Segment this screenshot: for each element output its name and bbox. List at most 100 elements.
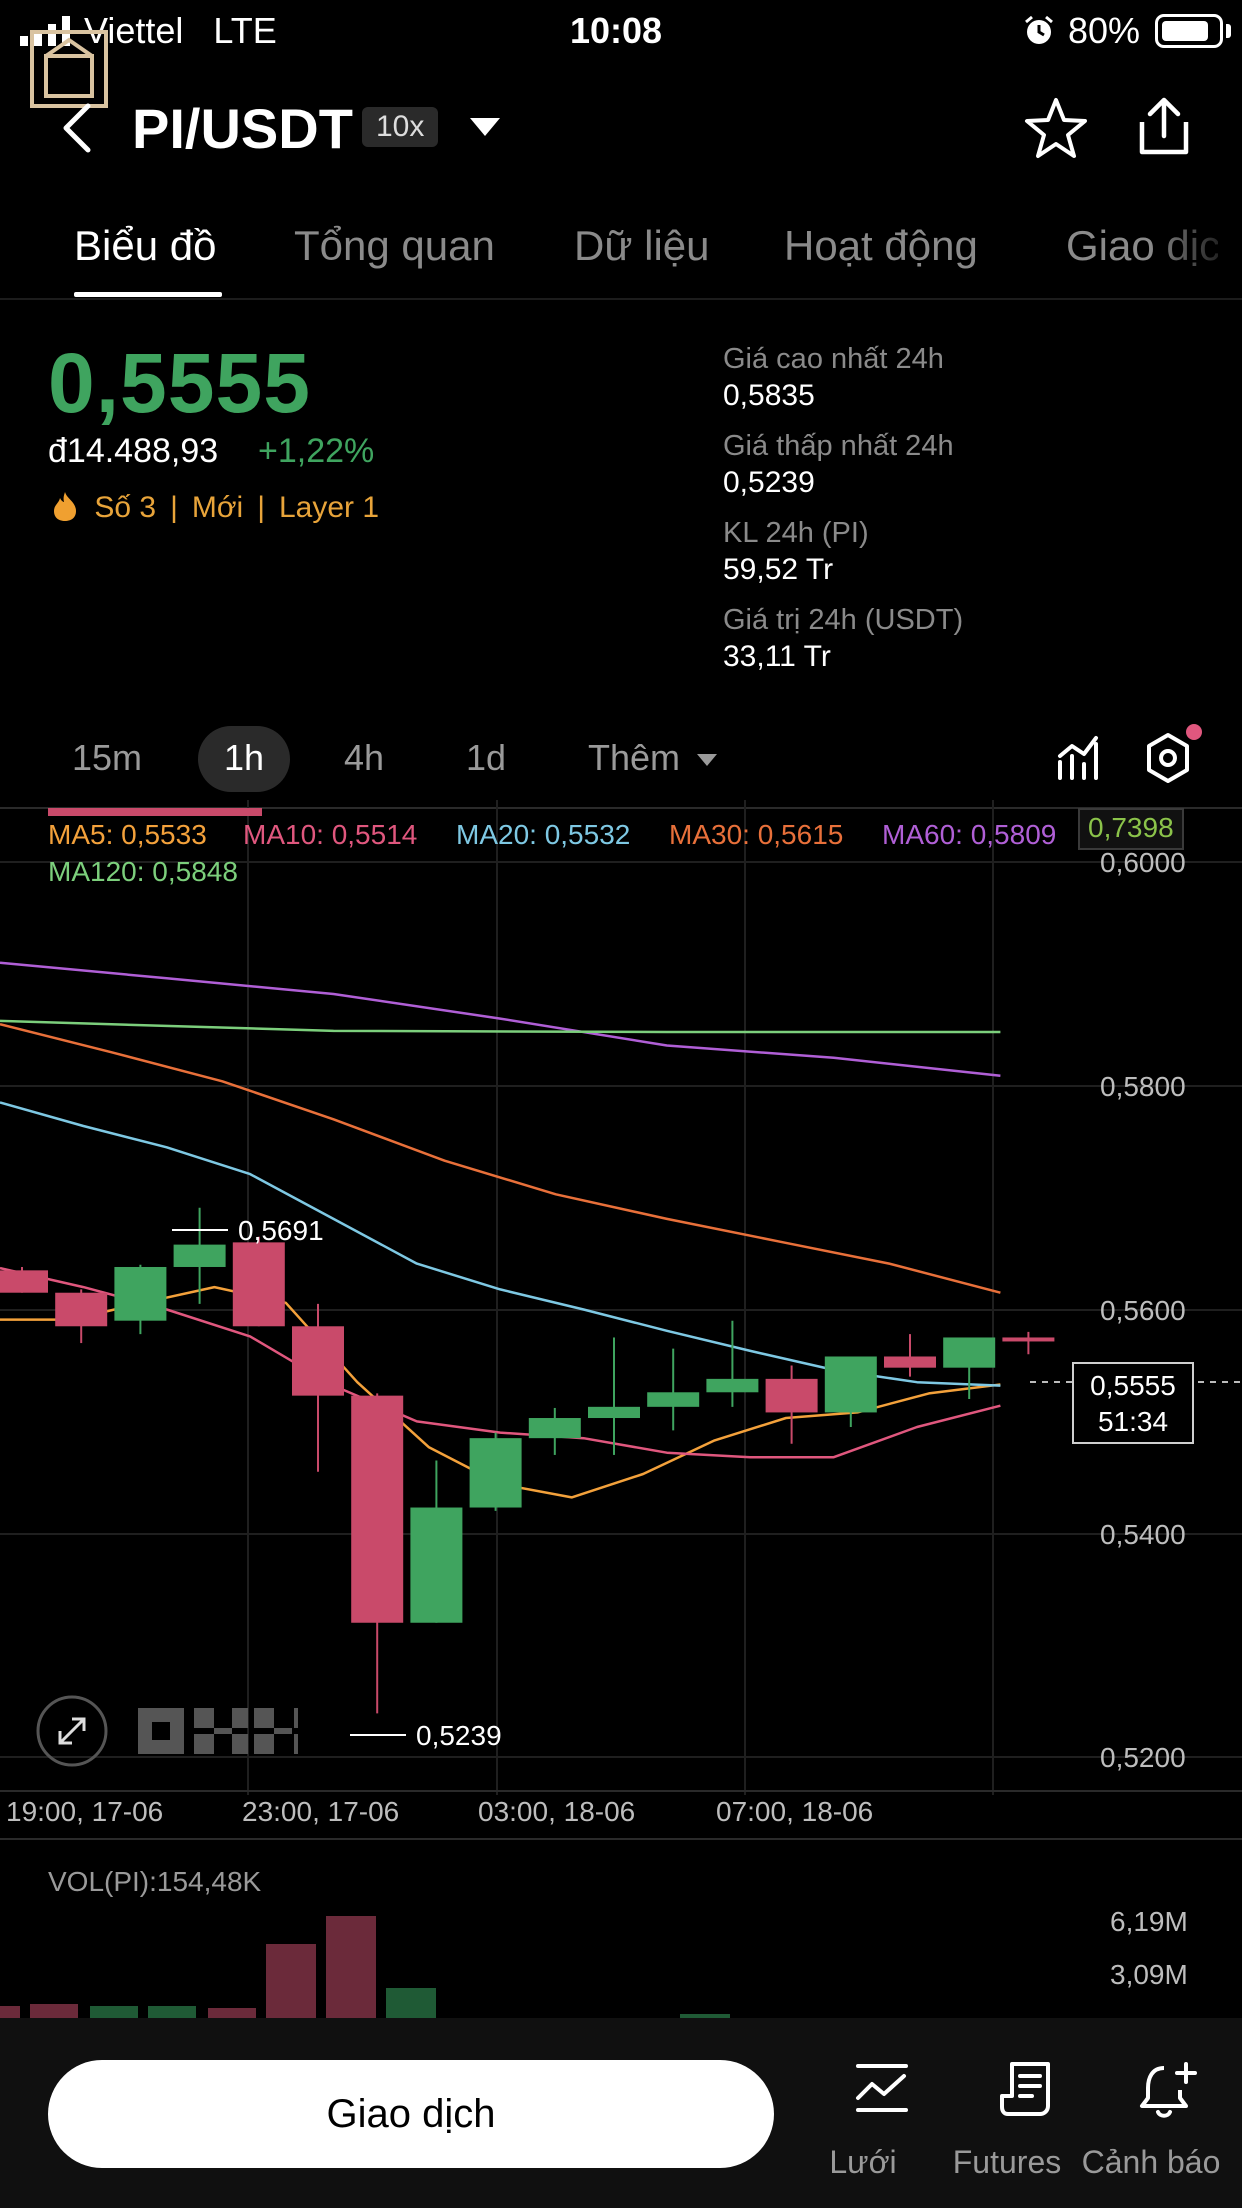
tab-chart[interactable]: Biểu đồ <box>74 222 217 269</box>
candle-body <box>173 1244 226 1267</box>
candles <box>0 1207 1055 1714</box>
stat-low-label: Giá thấp nhất 24h <box>723 430 954 462</box>
share-icon[interactable] <box>1134 94 1194 158</box>
tab-data[interactable]: Dữ liệu <box>574 222 710 269</box>
expand-icon[interactable] <box>36 1695 108 1767</box>
okx-watermark <box>138 1708 298 1754</box>
price-change: +1,22% <box>258 432 375 470</box>
y-tick: 0,5200 <box>1100 1742 1186 1773</box>
stat-vol-label: KL 24h (PI) <box>723 517 869 549</box>
legend-ma120: MA120: 0,5848 <box>48 856 238 887</box>
tag-layer[interactable]: Layer 1 <box>278 491 380 524</box>
stat-value-value: 33,11 Tr <box>723 640 831 673</box>
futures-button[interactable]: Futures <box>942 2060 1072 2180</box>
ma60-line <box>0 961 1001 1077</box>
stat-value-label: Giá trị 24h (USDT) <box>723 604 964 636</box>
tag-row: Số 3 | Mới | Layer 1 <box>52 490 379 525</box>
y-tick: 0,5800 <box>1100 1071 1186 1102</box>
stat-low-value: 0,5239 <box>723 466 815 499</box>
caret-down-icon <box>697 754 718 766</box>
clock: 10:08 <box>570 10 663 51</box>
volume-tick: 3,09M <box>1110 1959 1188 1990</box>
stat-high-value: 0,5835 <box>723 379 815 412</box>
timeframe-1h[interactable]: 1h <box>224 737 265 778</box>
x-tick: 23:00, 17-06 <box>242 1796 400 1827</box>
candle-body <box>0 1270 48 1293</box>
candle-body <box>410 1507 463 1623</box>
y-tick: 0,6000 <box>1100 847 1186 878</box>
dropdown-caret-icon[interactable] <box>468 116 502 138</box>
stat-high-label: Giá cao nhất 24h <box>723 343 944 375</box>
x-tick: 19:00, 17-06 <box>6 1796 164 1827</box>
candle-body <box>114 1266 167 1321</box>
tab-activity[interactable]: Hoạt động <box>784 222 978 269</box>
y-tick: 0,5600 <box>1100 1295 1186 1326</box>
ma10-line <box>0 1266 1001 1459</box>
legend-ma5: MA5: 0,5533 <box>48 819 207 850</box>
x-tick: 03:00, 18-06 <box>478 1796 636 1827</box>
volume-bars <box>0 1916 730 2018</box>
last-price: 0,5555 <box>48 336 311 430</box>
indicator-icon[interactable] <box>1056 734 1100 780</box>
current-price-tag: 0,5555 51:34 <box>1072 1362 1194 1444</box>
alert-button[interactable]: Cảnh báo <box>1082 2060 1220 2180</box>
chart-grid <box>0 800 1242 1795</box>
notification-dot <box>1186 724 1202 740</box>
battery-icon <box>1155 14 1223 48</box>
ma20-line <box>0 1101 1001 1387</box>
legend-ma20: MA20: 0,5532 <box>456 819 631 850</box>
status-bar: Viettel LTE 10:08 80% <box>0 0 1242 62</box>
divider <box>0 807 1242 809</box>
legend-ma60: MA60: 0,5809 <box>882 819 1057 850</box>
candle-body <box>647 1392 700 1407</box>
settings-icon[interactable] <box>1144 732 1192 784</box>
tag-new[interactable]: Mới <box>191 491 244 524</box>
timeframe-15m[interactable]: 15m <box>72 737 143 778</box>
tab-overview[interactable]: Tổng quan <box>294 222 495 269</box>
trade-button[interactable]: Giao dịch <box>48 2060 774 2168</box>
alert-label: Cảnh báo <box>1081 2144 1221 2180</box>
grid-chart-icon <box>855 2064 908 2112</box>
candle-body <box>706 1378 759 1393</box>
timeframe-4h[interactable]: 4h <box>344 737 385 778</box>
ma-strip <box>48 808 262 816</box>
timeframe-1d[interactable]: 1d <box>466 737 507 778</box>
candle-body <box>55 1292 108 1327</box>
timeframe-more[interactable]: Thêm <box>588 737 718 779</box>
candle-body <box>588 1406 640 1419</box>
low-label: 0,5239 <box>416 1720 502 1751</box>
candle-body <box>943 1337 996 1368</box>
pair-title[interactable]: PI/USDT <box>132 97 353 160</box>
back-arrow-icon[interactable] <box>58 100 94 156</box>
ma30-line <box>0 1022 1001 1294</box>
futures-label: Futures <box>952 2144 1062 2180</box>
document-icon <box>999 2062 1050 2116</box>
volume-label: VOL(PI):154,48K <box>48 1866 262 1897</box>
star-icon[interactable] <box>1024 96 1088 160</box>
candlestick-chart[interactable]: 0,5691 0,5239 0,6000 0,5800 0,5600 0,540… <box>0 800 1242 1805</box>
volume-tick: 6,19M <box>1110 1906 1188 1937</box>
candle-body <box>765 1378 818 1413</box>
alarm-icon <box>1025 15 1053 44</box>
fiat-price: đ14.488,93 <box>48 432 219 470</box>
tab-active-indicator <box>74 292 222 297</box>
carrier-label: Viettel LTE <box>84 10 277 51</box>
leverage-badge: 10x <box>362 107 439 147</box>
candle-body <box>469 1438 522 1508</box>
grid-bot-button[interactable]: Lưới <box>798 2060 928 2180</box>
fire-icon <box>54 492 76 521</box>
timeframe-active-pill <box>198 726 290 792</box>
app-badge-icon <box>30 30 108 108</box>
candle-body <box>232 1242 285 1327</box>
candle-body <box>1002 1337 1055 1342</box>
divider <box>0 1838 1242 1840</box>
high-label: 0,5691 <box>238 1215 324 1246</box>
divider <box>0 298 1242 300</box>
legend-ma10: MA10: 0,5514 <box>243 819 418 850</box>
battery-percent: 80% <box>1068 10 1141 51</box>
ma120-line <box>0 1019 1001 1034</box>
bell-plus-icon <box>1139 2062 1197 2118</box>
candle-body <box>528 1418 581 1439</box>
divider <box>0 1790 1242 1792</box>
tag-rank[interactable]: Số 3 <box>94 491 157 524</box>
